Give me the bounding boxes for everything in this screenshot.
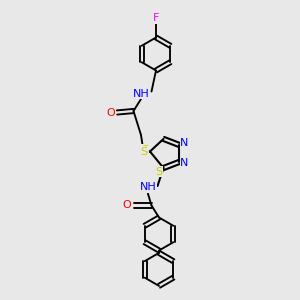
Text: O: O xyxy=(122,200,131,211)
Text: S: S xyxy=(141,145,148,155)
Text: S: S xyxy=(140,146,148,157)
Text: O: O xyxy=(106,107,115,118)
Text: F: F xyxy=(153,13,159,23)
Text: NH: NH xyxy=(133,89,149,99)
Text: N: N xyxy=(180,158,189,169)
Text: N: N xyxy=(180,138,189,148)
Text: S: S xyxy=(155,167,163,177)
Text: NH: NH xyxy=(140,182,156,193)
